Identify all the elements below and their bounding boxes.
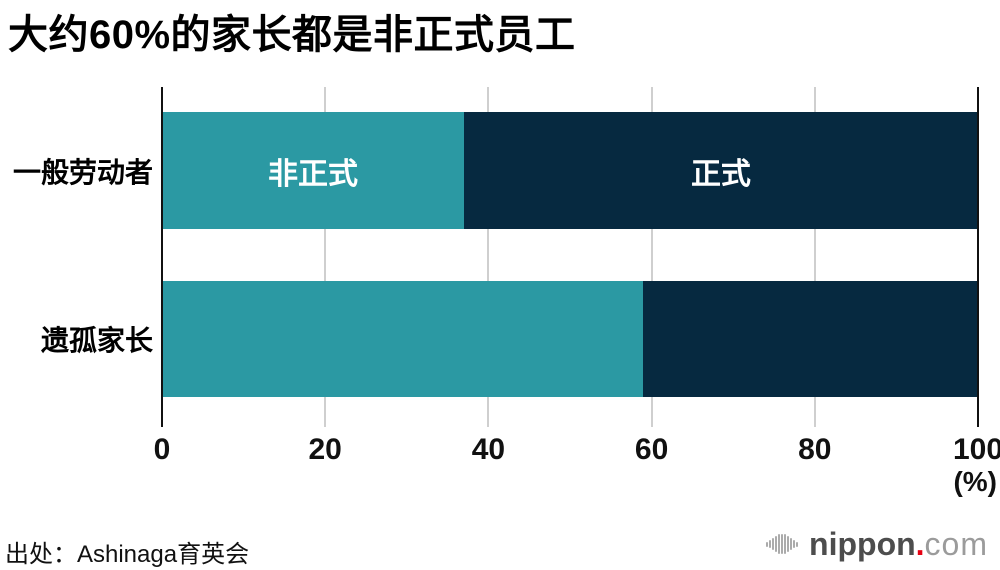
logo-tld: com	[924, 525, 988, 562]
category-label: 遗孤家长	[40, 325, 153, 356]
bar-segment-1: 正式	[463, 112, 978, 229]
plot-area: 非正式 正式	[161, 87, 979, 427]
axis-line	[161, 87, 163, 427]
x-tick-label: 40	[471, 433, 506, 466]
x-tick-label: 20	[308, 433, 342, 466]
audio-wave-icon	[766, 524, 799, 564]
segment-label: 非正式	[267, 157, 358, 191]
logo-brand: nippon	[809, 525, 916, 562]
bar-segment-1	[643, 281, 978, 397]
gridline	[650, 87, 653, 427]
logo-wordmark: nippon. com	[809, 526, 988, 563]
x-tick-label: 100	[952, 433, 1000, 466]
gridline	[813, 87, 816, 427]
logo-dot: .	[915, 525, 925, 562]
nippon-logo: nippon. com	[766, 524, 988, 564]
x-tick-label: 0	[153, 433, 171, 466]
x-axis-unit-label: (%)	[953, 466, 997, 497]
bar-row	[162, 281, 978, 397]
bar-segment-0	[162, 281, 644, 397]
axis-line	[977, 87, 979, 427]
x-tick-label: 80	[798, 433, 832, 466]
chart-title: 大约60%的家长都是非正式员工	[8, 13, 576, 57]
category-label: 一般劳动者	[12, 156, 153, 188]
x-tick-label: 60	[634, 433, 669, 466]
source-note: 出处：Ashinaga育英会	[5, 541, 250, 568]
gridline	[487, 87, 490, 427]
segment-label: 正式	[690, 157, 751, 191]
bar-segment-0: 非正式	[162, 112, 464, 229]
bar-row: 非正式 正式	[162, 112, 978, 229]
gridline	[324, 87, 327, 427]
